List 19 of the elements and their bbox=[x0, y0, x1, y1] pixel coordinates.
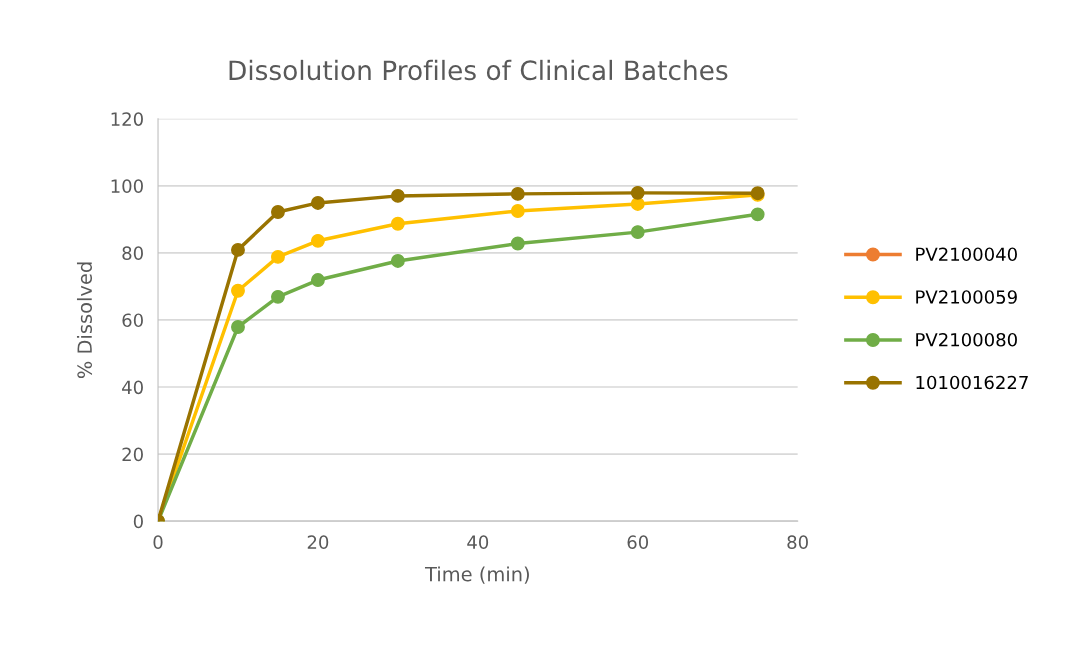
y-tick-label: 60 bbox=[122, 313, 143, 328]
x-tick-label: 60 bbox=[627, 535, 649, 550]
y-tick-label: 100 bbox=[111, 179, 143, 193]
x-tick-label: 0 bbox=[153, 535, 163, 550]
legend-label: 1010016227 bbox=[916, 375, 1028, 390]
legend-label: PV2100040 bbox=[916, 247, 1017, 262]
x-axis-title: Time (min) bbox=[424, 566, 529, 584]
y-tick-label: 80 bbox=[122, 246, 143, 261]
legend-label: PV2100080 bbox=[916, 332, 1017, 347]
legend-label: PV2100059 bbox=[916, 290, 1017, 304]
x-tick-label: 40 bbox=[467, 535, 489, 550]
y-tick-label: 0 bbox=[133, 514, 143, 529]
y-tick-label: 40 bbox=[122, 380, 143, 395]
y-axis-title: % Dissolved bbox=[76, 262, 93, 379]
y-tick-label: 20 bbox=[122, 447, 143, 462]
x-tick-label: 80 bbox=[787, 535, 808, 550]
x-tick-label: 20 bbox=[307, 535, 329, 550]
chart-title: Dissolution Profiles of Clinical Batches bbox=[229, 59, 728, 81]
y-tick-label: 120 bbox=[111, 112, 143, 126]
